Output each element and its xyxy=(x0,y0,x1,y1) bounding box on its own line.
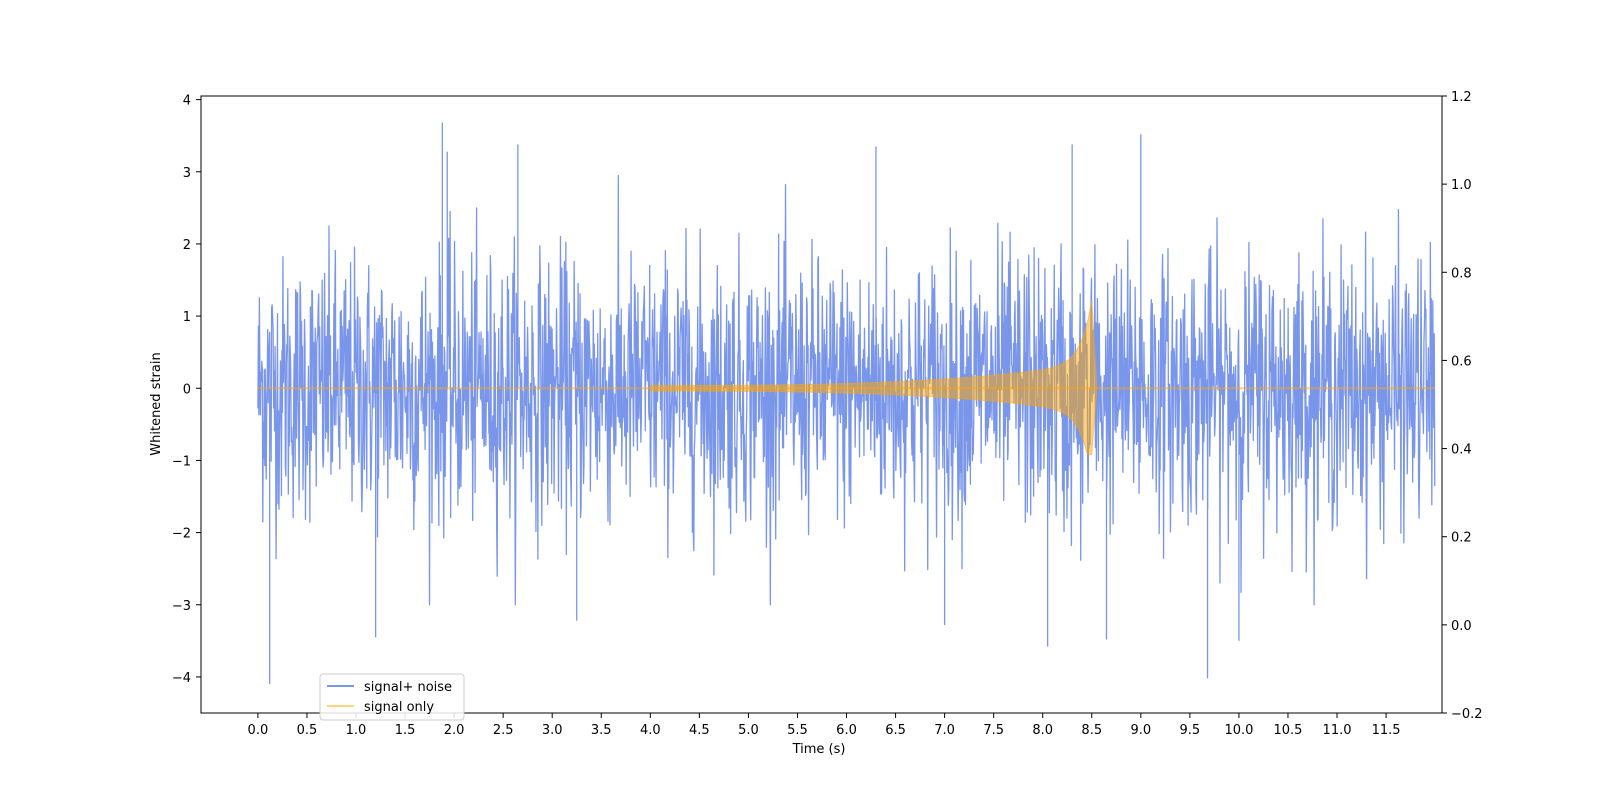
y-axis-label: Whitened strain xyxy=(149,352,164,455)
plot-area-frame xyxy=(200,95,1443,714)
y-tick-label: −2 xyxy=(172,527,191,542)
x-tick-label: 9.5 xyxy=(1180,723,1201,738)
x-tick-label: 2.5 xyxy=(493,723,514,738)
x-tick-label: 3.5 xyxy=(591,723,612,738)
x-tick-label: 0.5 xyxy=(297,723,318,738)
x-tick-label: 11.0 xyxy=(1323,723,1352,738)
x-tick-label: 11.5 xyxy=(1372,723,1401,738)
y2-tick-label: 1.0 xyxy=(1451,178,1472,193)
x-tick-label: 2.0 xyxy=(444,723,465,738)
x-tick-label: 3.0 xyxy=(542,723,563,738)
x-tick-label: 5.5 xyxy=(787,723,808,738)
y-tick-label: 3 xyxy=(183,166,191,181)
x-tick-label: 7.0 xyxy=(934,723,955,738)
x-tick-label: 1.0 xyxy=(346,723,367,738)
y2-tick-label: 0.6 xyxy=(1451,354,1472,369)
x-tick-label: 7.5 xyxy=(983,723,1004,738)
y-tick-label: −1 xyxy=(172,454,191,469)
y2-tick-label: −0.2 xyxy=(1451,707,1483,722)
y-tick-label: −3 xyxy=(172,599,191,614)
y-tick-label: −4 xyxy=(172,671,191,686)
legend-label-signal-only: signal only xyxy=(364,700,434,715)
x-tick-label: 1.5 xyxy=(395,723,416,738)
x-tick-label: 4.0 xyxy=(640,723,661,738)
legend-label-signal-noise: signal+ noise xyxy=(364,680,452,695)
legend: signal+ noise signal only xyxy=(319,673,465,721)
x-tick-label: 0.0 xyxy=(248,723,269,738)
legend-box xyxy=(319,673,465,721)
x-axis-label: Time (s) xyxy=(792,742,846,757)
x-tick-label: 6.5 xyxy=(885,723,906,738)
y2-tick-label: 0.4 xyxy=(1451,443,1472,458)
y2-tick-label: 0.0 xyxy=(1451,619,1472,634)
x-tick-label: 10.5 xyxy=(1274,723,1303,738)
y-tick-label: 2 xyxy=(183,238,191,253)
x-tick-label: 10.0 xyxy=(1224,723,1253,738)
y2-tick-label: 1.2 xyxy=(1451,90,1472,105)
y-tick-label: 0 xyxy=(183,382,191,397)
x-tick-label: 6.0 xyxy=(836,723,857,738)
y-tick-label: 1 xyxy=(183,310,191,325)
x-tick-label: 8.5 xyxy=(1081,723,1102,738)
series-line-signal-noise xyxy=(257,122,1436,685)
x-tick-label: 8.0 xyxy=(1032,723,1053,738)
x-tick-label: 9.0 xyxy=(1130,723,1151,738)
y2-tick-label: 0.2 xyxy=(1451,531,1472,546)
x-tick-label: 5.0 xyxy=(738,723,759,738)
x-tick-label: 4.5 xyxy=(689,723,710,738)
y-tick-label: 4 xyxy=(183,94,191,109)
y2-tick-label: 0.8 xyxy=(1451,266,1472,281)
